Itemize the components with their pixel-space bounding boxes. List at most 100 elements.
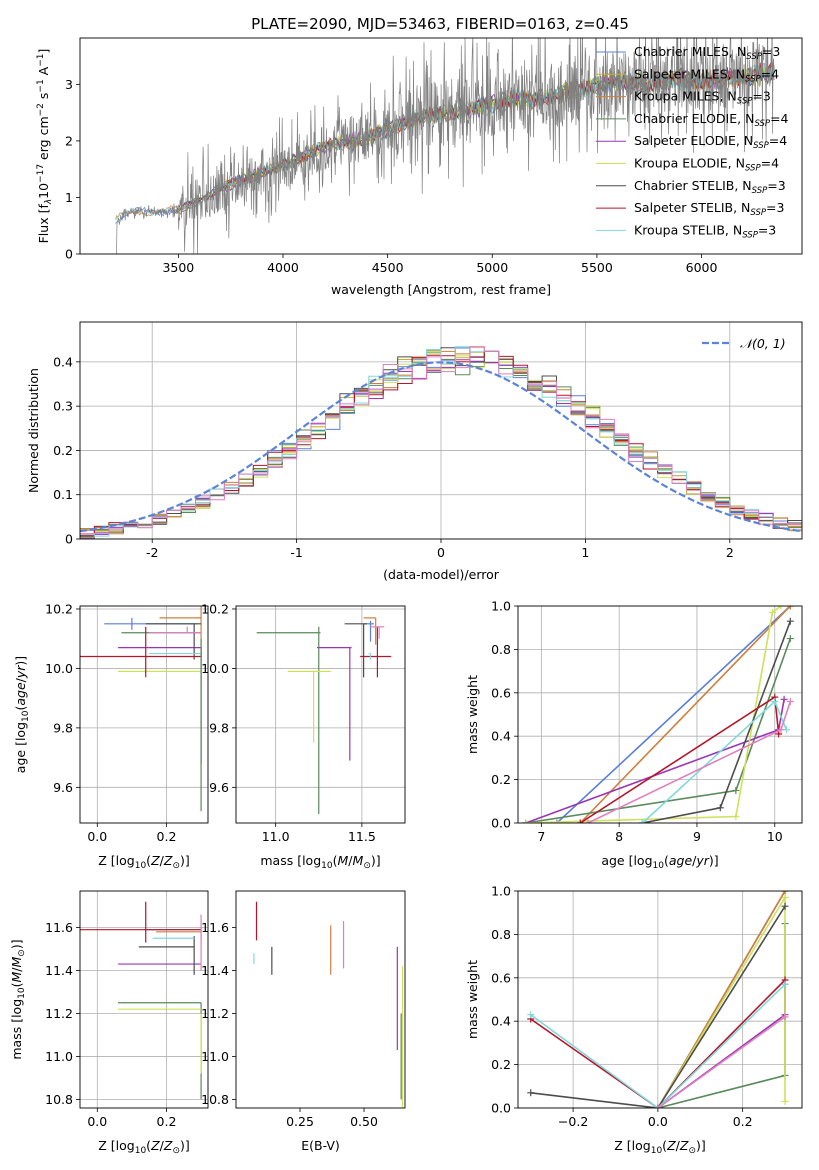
- y-tick-label: 0.2: [53, 443, 73, 458]
- y-tick-label: 9.8: [53, 720, 73, 735]
- data-marker: [781, 891, 789, 895]
- mass-weight-line: [579, 606, 791, 823]
- x-tick-label: −0.2: [558, 1114, 588, 1129]
- y-tick-label: 10.0: [201, 661, 229, 676]
- x-axis-label: Z [log10(Z/Z⊙)]: [98, 1138, 190, 1156]
- axes-frame: [517, 890, 803, 1109]
- y-tick-label: 0.6: [491, 970, 511, 985]
- data-marker: [786, 635, 794, 643]
- legend-entry: Salpeter STELIB, NSSP=3: [634, 200, 784, 218]
- y-tick-label: 0.8: [491, 642, 511, 657]
- data-marker: [522, 819, 530, 823]
- observed-spectrum-line: [115, 38, 775, 254]
- y-tick-label: 0.4: [53, 354, 73, 369]
- y-tick-label: 1.0: [491, 884, 511, 899]
- y-tick-label: 0.4: [491, 1014, 511, 1029]
- x-tick-label: 5500: [581, 260, 613, 275]
- legend-entry: Chabrier MILES, NSSP=3: [634, 44, 780, 62]
- axes-frame: [517, 605, 803, 824]
- data-marker: [527, 1011, 535, 1019]
- y-axis-label: Flux [fλ10−17 erg cm−2 s−1 A−1]: [36, 49, 54, 244]
- x-tick-label: -1: [290, 545, 302, 560]
- y-tick-label: 0.0: [491, 816, 511, 831]
- x-tick-label: 5000: [476, 260, 508, 275]
- plot-area-spectrum: [115, 38, 776, 254]
- x-tick-label: 7: [537, 829, 545, 844]
- plot-area-residuals: [80, 322, 802, 539]
- y-tick-label: 0.2: [491, 772, 511, 787]
- y-tick-label: 0.2: [491, 1057, 511, 1072]
- x-tick-label: 4500: [372, 260, 404, 275]
- data-marker: [654, 1104, 662, 1108]
- x-tick-label: 0.50: [350, 1114, 378, 1129]
- x-axis-label: (data-model)/error: [383, 567, 500, 582]
- axes-mass-vs-Z: 0.0 0.2 10.8 11.0 11.2 11.4 11.6 Z [log10(Z/Z⊙)…: [9, 890, 209, 1156]
- x-axis-label: E(B-V): [301, 1138, 340, 1153]
- axes-age-vs-mass: 11.0 11.5 9.6 9.8 10.0 10.2 mass [log10(M/M⊙)]: [201, 601, 406, 871]
- data-marker: [781, 894, 789, 902]
- figure-title: PLATE=2090, MJD=53463, FIBERID=0163, z=0…: [251, 15, 629, 33]
- y-tick-label: 1: [65, 190, 73, 205]
- y-tick-label: 11.4: [201, 963, 229, 978]
- x-axis-label: age [log10(age/yr)]: [601, 853, 718, 871]
- data-marker: [527, 1089, 535, 1097]
- x-tick-label: 0.2: [157, 1114, 177, 1129]
- y-tick-label: 0.0: [491, 1101, 511, 1116]
- data-marker: [553, 819, 561, 823]
- axes-frame: [79, 890, 209, 1109]
- plot-area-mass-weight-vs-Z: [518, 891, 802, 1108]
- data-marker: [781, 1097, 789, 1105]
- y-tick-label: 9.6: [209, 780, 229, 795]
- x-tick-label: 11.0: [262, 829, 290, 844]
- y-tick-label: 0.3: [53, 399, 73, 414]
- data-marker: [786, 617, 794, 625]
- y-tick-label: 10.8: [201, 1092, 229, 1107]
- y-tick-label: 0.4: [491, 729, 511, 744]
- x-tick-label: 10: [767, 829, 783, 844]
- x-tick-label: 0.2: [733, 1114, 753, 1129]
- y-tick-label: 11.4: [45, 963, 73, 978]
- x-tick-label: 0: [437, 545, 445, 560]
- axes-frame: [79, 37, 803, 255]
- x-tick-label: 0.0: [648, 1114, 668, 1129]
- y-axis-label: Normed distribution: [26, 368, 41, 493]
- y-tick-label: 11.2: [201, 1006, 229, 1021]
- data-marker: [781, 1013, 789, 1021]
- x-tick-label: 3500: [162, 260, 194, 275]
- data-marker: [584, 819, 592, 823]
- y-axis-label: mass weight: [465, 960, 480, 1039]
- y-tick-label: 3: [65, 77, 73, 92]
- legend-entry: Salpeter MILES, NSSP=4: [634, 66, 779, 84]
- mass-weight-line: [657, 1016, 786, 1108]
- x-axis-label: Z [log10(Z/Z⊙)]: [614, 1138, 706, 1156]
- legend-entry: Kroupa ELODIE, NSSP=4: [634, 156, 779, 174]
- y-tick-label: 0: [65, 247, 73, 262]
- x-tick-label: 0.2: [157, 829, 177, 844]
- data-marker: [768, 609, 776, 617]
- y-tick-label: 0.6: [491, 685, 511, 700]
- axes-mass-weight-vs-age: 7 8 9 10 0.0 0.2 0.4 0.6 0.8 1.0 age [log10(age/yr…: [465, 599, 803, 871]
- data-marker: [781, 980, 789, 988]
- plot-area-mass-weight-vs-age: [518, 606, 802, 823]
- data-marker: [786, 697, 794, 705]
- axes-mass-vs-EBV: 0.25 0.50 10.8 11.0 11.2 11.4 11.6 E(B-V): [201, 890, 406, 1153]
- y-tick-label: 9.6: [53, 780, 73, 795]
- model-spectrum-line: [115, 61, 776, 221]
- normal-curve: [80, 361, 802, 533]
- x-tick-label: 4000: [267, 260, 299, 275]
- y-tick-label: 2: [65, 133, 73, 148]
- y-tick-label: 10.2: [201, 601, 229, 616]
- axes-frame: [79, 605, 209, 824]
- y-tick-label: 10.8: [45, 1092, 73, 1107]
- mass-weight-line: [556, 606, 791, 823]
- x-tick-label: 0.0: [87, 829, 107, 844]
- x-axis-label: Z [log10(Z/Z⊙)]: [98, 853, 190, 871]
- plot-area-age-vs-mass: [236, 606, 405, 823]
- data-marker: [777, 606, 785, 610]
- histogram-step: [80, 346, 802, 535]
- y-tick-label: 10.2: [45, 601, 73, 616]
- data-marker: [777, 726, 785, 734]
- y-tick-label: 0.8: [491, 927, 511, 942]
- data-marker: [732, 812, 740, 820]
